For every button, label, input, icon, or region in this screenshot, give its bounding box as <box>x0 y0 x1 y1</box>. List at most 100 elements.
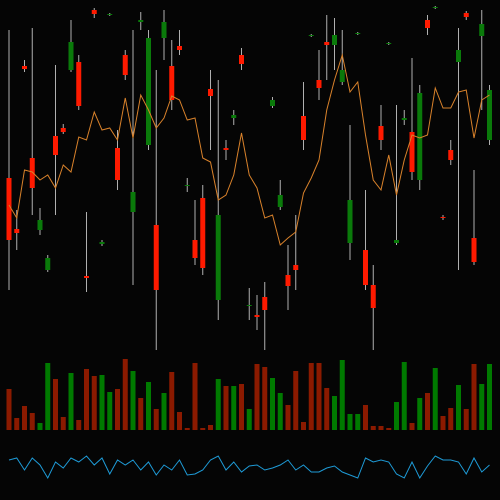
candle-body <box>378 126 384 140</box>
volume-bar <box>29 413 35 430</box>
volume-bar <box>254 364 260 430</box>
volume-bar <box>456 385 461 430</box>
volume-bar <box>246 409 252 430</box>
volume-bar <box>76 420 82 430</box>
candle-body <box>285 275 291 286</box>
volume-bar <box>316 363 322 430</box>
volume-bar <box>440 416 446 430</box>
volume-bar <box>153 409 159 430</box>
volume-bar <box>115 389 120 430</box>
candle-body <box>401 118 407 120</box>
candle-body <box>339 70 345 82</box>
candle-body <box>6 178 12 240</box>
candle-body <box>53 136 58 155</box>
candle-body <box>215 215 221 300</box>
volume-bar <box>177 412 182 430</box>
candle-body <box>417 93 423 180</box>
candle-body <box>270 100 275 106</box>
candle-body <box>332 35 337 45</box>
volume-bar <box>99 375 105 430</box>
candle-body <box>22 66 27 69</box>
volume-bar <box>84 369 89 430</box>
candle-body <box>84 276 89 278</box>
volume-bar <box>332 396 337 430</box>
candle-body <box>138 20 144 22</box>
candle-body <box>409 132 415 172</box>
candle-body <box>208 89 213 96</box>
candle-body <box>231 115 237 118</box>
volume-bar <box>417 398 423 430</box>
volume-bar <box>487 364 492 430</box>
candle-body <box>347 200 353 243</box>
candle-body <box>355 33 361 34</box>
volume-bar <box>471 364 477 430</box>
volume-bar <box>308 363 314 430</box>
volume-bar <box>53 379 58 430</box>
volume-bar <box>22 406 27 430</box>
volume-bar <box>386 428 392 430</box>
volume-bar <box>239 384 244 430</box>
volume-bar <box>347 414 353 430</box>
candle-body <box>394 240 399 243</box>
volume-bar <box>378 426 384 430</box>
volume-bar <box>146 382 151 430</box>
candle-body <box>184 185 190 186</box>
candle-body <box>301 116 306 140</box>
candle-body <box>386 43 392 44</box>
candle-body <box>246 305 252 306</box>
volume-bar <box>409 423 415 430</box>
volume-bar <box>394 402 399 430</box>
volume-bar <box>60 417 66 430</box>
volume-bar <box>208 425 213 430</box>
volume-bar <box>463 409 469 430</box>
candle-body <box>130 192 136 212</box>
candle-body <box>76 62 82 106</box>
volume-bar <box>448 408 454 430</box>
candle-body <box>277 195 283 207</box>
candle-body <box>254 315 260 317</box>
candle-body <box>308 35 314 36</box>
volume-bar <box>161 393 167 430</box>
candle-body <box>146 38 151 145</box>
volume-bar <box>91 376 97 430</box>
indicator-line <box>8 455 490 480</box>
volume-bar <box>45 363 51 430</box>
volume-bar <box>68 373 74 430</box>
volume-bar <box>215 379 221 430</box>
candle-body <box>29 158 35 188</box>
volume-bar <box>231 386 237 430</box>
volume-bar <box>432 368 438 430</box>
candle-body <box>200 198 206 268</box>
candle-body <box>91 10 97 14</box>
moving-average-line <box>8 53 490 246</box>
volume-bar <box>184 428 190 430</box>
volume-bar <box>122 359 128 430</box>
volume-bar <box>370 426 376 430</box>
volume-bar <box>37 423 43 430</box>
candle-body <box>60 128 66 132</box>
candle-body <box>262 297 268 310</box>
candle-body <box>14 229 20 233</box>
candle-body <box>363 250 368 285</box>
candle-body <box>68 42 74 70</box>
volume-bar <box>262 367 268 430</box>
candle-body <box>115 148 120 180</box>
candle-body <box>99 242 105 244</box>
candle-body <box>440 217 446 218</box>
volume-bar <box>479 384 485 430</box>
volume-bar <box>285 405 291 430</box>
candle-body <box>456 50 461 62</box>
volume-bar <box>130 371 136 430</box>
volume-bar <box>138 398 144 430</box>
candle-body <box>153 225 159 290</box>
candle-body <box>487 90 492 140</box>
candle-body <box>177 46 182 50</box>
volume-bar <box>339 360 345 430</box>
candle-body <box>432 7 438 8</box>
candle-body <box>192 240 198 258</box>
candle-body <box>169 66 175 100</box>
candle-body <box>316 80 322 88</box>
volume-bar <box>293 371 299 430</box>
